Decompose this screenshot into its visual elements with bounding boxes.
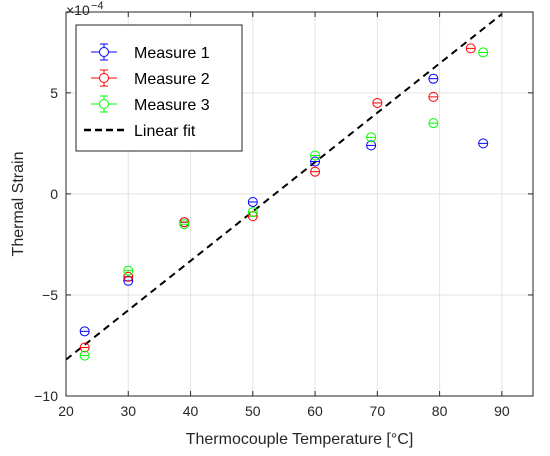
legend-swatch-marker [99, 99, 109, 109]
x-tick-label: 40 [183, 403, 199, 419]
legend-label: Linear fit [134, 123, 196, 140]
data-point [310, 150, 321, 161]
legend: Measure 1 Measure 2 Measure 3 Linear fit [75, 24, 243, 152]
data-point [179, 219, 190, 230]
x-tick-label: 60 [307, 403, 323, 419]
x-tick-label: 20 [58, 403, 74, 419]
x-axis-label: Thermocouple Temperature [°C] [186, 431, 414, 448]
x-tick-label: 50 [245, 403, 261, 419]
x-tick-label: 90 [494, 403, 510, 419]
plot-frame [65, 11, 534, 397]
y-tick-label: −10 [34, 388, 58, 404]
data-point [310, 166, 321, 177]
legend-label: Measure 2 [134, 71, 210, 88]
data-point [478, 138, 489, 149]
data-point [79, 342, 90, 353]
axes [65, 11, 534, 397]
data-point [310, 156, 321, 167]
data-point [247, 207, 258, 218]
data-point [465, 43, 476, 54]
y-exponent-power: −4 [91, 0, 104, 12]
x-tick-label: 30 [120, 403, 136, 419]
legend-swatch-marker [99, 73, 109, 83]
grid [66, 12, 533, 396]
y-tick-label: −5 [42, 287, 58, 303]
data-point [79, 350, 90, 361]
legend-label: Measure 3 [134, 97, 210, 114]
y-exponent-base: ×10 [66, 2, 90, 18]
y-tick-label: 0 [50, 186, 58, 202]
y-axis-label: Thermal Strain [10, 152, 27, 257]
legend-swatch-marker [99, 47, 109, 57]
data-point [478, 47, 489, 58]
data-point [366, 132, 377, 143]
linear-fit-line [65, 13, 503, 361]
x-tick-label: 70 [370, 403, 386, 419]
data-point [428, 91, 439, 102]
data-point [428, 73, 439, 84]
data-point [123, 271, 134, 282]
data-point [247, 196, 258, 207]
data-point [428, 118, 439, 129]
x-tick-label: 80 [432, 403, 448, 419]
data-point [366, 140, 377, 151]
data-point [79, 326, 90, 337]
legend-label: Measure 1 [134, 45, 210, 62]
y-tick-label: 5 [50, 85, 58, 101]
data-point [123, 265, 134, 276]
data-point [372, 97, 383, 108]
